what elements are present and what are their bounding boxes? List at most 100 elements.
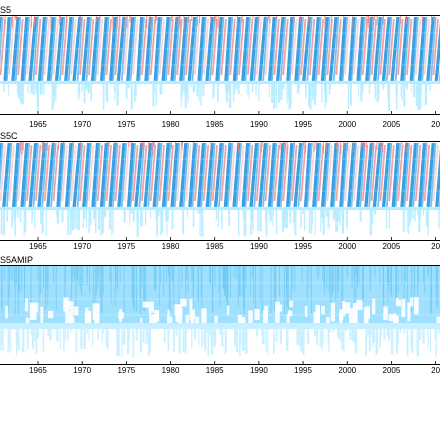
cool-light-spike [180,83,182,107]
cool-light-spike [130,83,133,110]
stripe [242,265,244,295]
cool-light-spike [77,209,80,231]
warm-fleck [360,141,362,149]
gap-patch [48,310,54,319]
x-tick-label: 1980 [161,120,180,129]
lower-spike [422,327,425,344]
cool-light-spike [289,83,292,105]
warm-fleck [58,15,60,26]
cool-light-spike [155,209,158,221]
cool-light-spike [248,83,250,99]
cool-light-spike [233,83,236,94]
cool-light-spike [293,209,295,225]
x-tick-label: 1990 [249,366,268,375]
cool-light-spike [281,209,284,232]
cool-light-spike [106,83,109,103]
stripe [95,265,97,296]
lower-spike [167,327,170,351]
stripe [417,265,419,303]
stripe [237,265,239,306]
stripe [224,265,226,296]
field-s5 [0,15,440,115]
stripe [181,265,183,287]
x-tick-label: 1990 [249,120,268,129]
lower-spike [371,327,374,348]
warm-fleck [293,15,295,25]
lower-spike [149,327,152,352]
warm-fleck [326,141,328,153]
warm-fleck [128,141,130,147]
gap-patch [65,310,72,326]
cool-light-spike [373,209,377,215]
cool-light-spike [127,83,130,89]
lower-spike [101,327,103,345]
stripe [424,265,426,294]
warm-fleck [252,15,254,20]
gap-patch [175,307,183,316]
lower-spike [435,327,438,357]
cool-light-spike [283,209,286,228]
gap-patch [25,298,29,312]
warm-fleck [238,141,240,152]
lower-spike [365,327,368,357]
stripe [97,265,99,278]
cool-light-spike [198,83,200,101]
cool-light-spike [69,209,72,235]
cool-light-spike [6,209,9,222]
cool-light-spike [160,83,163,96]
lower-spike [63,327,65,351]
stripe [110,265,112,303]
lower-spike [336,327,340,339]
lower-spike [34,327,36,342]
cool-light-spike [77,83,80,100]
cool-light-spike [288,83,291,110]
cool-light-spike [114,83,116,101]
stripe [274,265,276,307]
warm-fleck [269,15,271,24]
lower-spike [341,327,344,350]
x-tick-label: 2005 [382,242,401,251]
cool-light-spike [376,83,379,103]
cool-light-spike [84,83,86,90]
gap-patch [355,312,358,325]
stripe [197,265,199,302]
stripe [403,265,405,304]
cool-light-spike [438,209,440,229]
stripe [430,265,432,313]
gap-patch [401,299,406,318]
cool-light-spike [237,209,240,236]
stripe [114,265,116,307]
warm-fleck [363,141,365,146]
cool-light-spike [242,209,244,218]
lower-spike [372,327,376,343]
x-axis-s5: 1965 1970 1975 1980 1985 1990 1995 2000 2005 20 [0,120,440,130]
x-tick-label: 1995 [294,242,312,251]
stripe [431,265,433,315]
stripe [100,265,102,314]
warm-fleck [352,141,354,153]
cool-light-spike [347,83,350,109]
panel-s5amip: S5AMIP 1965 1970 1975 1980 1985 1990 1995 2000 2… [0,250,440,386]
stripe [123,265,125,312]
lower-spike [386,327,388,337]
warm-fleck [336,141,338,150]
gap-patch [313,312,320,326]
warm-fleck [178,15,180,25]
stripe [74,265,76,282]
warm-fleck [313,141,315,152]
cool-light-spike [228,209,231,226]
stripe [353,265,355,280]
stripe [168,265,170,309]
stripe [353,265,355,314]
cool-light-spike [41,83,43,90]
cool-light-spike [324,83,326,110]
lower-spike [135,327,138,341]
stripe [76,265,78,281]
lower-spike [403,327,406,334]
lower-spike [349,327,352,332]
cool-light-spike [70,209,73,227]
cool-light-spike [97,209,101,230]
lower-spike [42,327,45,352]
cool-light-spike [40,209,43,225]
warm-fleck [229,141,231,147]
